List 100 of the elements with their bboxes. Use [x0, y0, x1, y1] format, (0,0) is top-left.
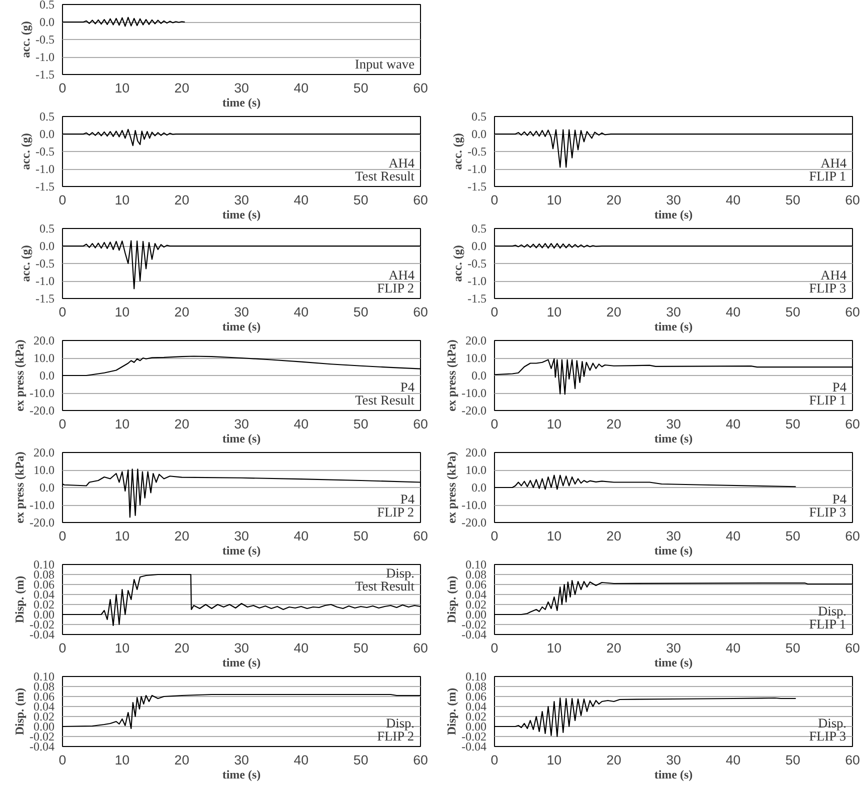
x-tick-label: 50	[785, 192, 800, 208]
x-tick-label: 10	[546, 752, 562, 768]
x-tick-label: 40	[726, 752, 741, 768]
x-tick-label: 30	[666, 304, 681, 320]
y-tick-label: 0.0	[40, 368, 54, 382]
x-tick-label: 10	[546, 416, 562, 432]
x-tick-label: 10	[114, 640, 130, 656]
annotation: FLIP 3	[809, 280, 846, 296]
x-tick-label: 10	[114, 80, 130, 96]
y-tick-label: -10.0	[30, 386, 55, 400]
y-tick-label: -20.0	[462, 404, 487, 418]
x-tick-label: 50	[353, 416, 368, 432]
x-axis-title: time (s)	[222, 208, 261, 222]
annotation: Disp.	[818, 604, 847, 618]
x-tick-label: 0	[490, 752, 498, 768]
y-tick-label: 0.5	[40, 0, 54, 12]
y-tick-label: -1.0	[468, 162, 487, 176]
x-tick-label: 0	[58, 752, 66, 768]
y-tick-label: -20.0	[30, 516, 55, 530]
x-tick-label: 0	[58, 416, 66, 432]
y-tick-label: -20.0	[30, 404, 55, 418]
y-tick-label: 0.0	[472, 239, 486, 253]
y-tick-label: -0.5	[36, 256, 55, 270]
y-tick-label: -10.0	[30, 498, 55, 512]
annotation: FLIP 2	[377, 504, 414, 520]
x-tick-label: 20	[174, 192, 190, 208]
x-tick-label: 30	[666, 192, 681, 208]
x-tick-label: 30	[234, 752, 249, 768]
x-tick-label: 40	[294, 192, 309, 208]
annotation: Input wave	[354, 56, 415, 72]
x-tick-label: 30	[234, 80, 249, 96]
x-tick-label: 60	[413, 640, 428, 656]
y-tick-label: 20.0	[34, 334, 54, 348]
y-axis-title: acc. (g)	[18, 21, 33, 58]
x-tick-label: 10	[546, 192, 562, 208]
y-axis-title: ex press (kPa)	[444, 340, 459, 412]
y-tick-label: 0.0	[472, 127, 486, 141]
x-tick-label: 40	[726, 192, 741, 208]
y-axis-title: Disp. (m)	[12, 688, 27, 736]
x-axis-title: time (s)	[222, 96, 261, 110]
x-tick-label: 0	[490, 192, 498, 208]
annotation: AH4	[820, 268, 847, 282]
x-tick-label: 40	[294, 640, 309, 656]
y-axis-title: ex press (kPa)	[444, 452, 459, 524]
x-axis-title: time (s)	[222, 768, 261, 782]
x-axis-title: time (s)	[654, 544, 693, 558]
x-axis-title: time (s)	[654, 768, 693, 782]
annotation: AH4	[388, 268, 415, 282]
x-tick-label: 20	[174, 416, 190, 432]
x-tick-label: 40	[726, 416, 741, 432]
x-tick-label: 60	[845, 416, 860, 432]
y-axis-title: Disp. (m)	[444, 576, 459, 624]
y-tick-label: 20.0	[466, 334, 486, 348]
x-tick-label: 50	[353, 640, 368, 656]
x-tick-label: 0	[58, 304, 66, 320]
y-tick-label: -10.0	[462, 386, 487, 400]
y-tick-label: -1.5	[468, 180, 487, 194]
y-tick-label: -1.5	[36, 180, 55, 194]
x-tick-label: 60	[845, 752, 860, 768]
y-tick-label: -1.5	[468, 292, 487, 306]
y-tick-label: 0.0	[40, 15, 54, 29]
y-tick-label: -1.0	[36, 274, 55, 288]
x-axis-title: time (s)	[222, 544, 261, 558]
y-tick-label: 0.5	[40, 110, 54, 124]
y-tick-label: 0.0	[472, 368, 486, 382]
x-tick-label: 60	[845, 304, 860, 320]
y-tick-label: 10.0	[466, 351, 486, 365]
y-tick-label: 10.0	[34, 463, 54, 477]
y-tick-label: -0.5	[468, 144, 487, 158]
x-tick-label: 30	[234, 304, 249, 320]
annotation: P4	[832, 492, 847, 506]
annotation: Disp.	[818, 716, 847, 730]
x-tick-label: 60	[413, 528, 428, 544]
y-axis-title: Disp. (m)	[12, 576, 27, 624]
x-tick-label: 60	[413, 752, 428, 768]
x-tick-label: 10	[546, 640, 562, 656]
y-tick-label: -0.5	[36, 144, 55, 158]
y-tick-label: 0.0	[40, 480, 54, 494]
x-tick-label: 20	[606, 528, 622, 544]
x-tick-label: 40	[294, 752, 309, 768]
y-tick-label: 20.0	[466, 446, 486, 460]
x-tick-label: 20	[606, 640, 622, 656]
x-tick-label: 0	[490, 416, 498, 432]
x-tick-label: 60	[845, 528, 860, 544]
x-tick-label: 50	[353, 752, 368, 768]
y-axis-title: ex press (kPa)	[12, 340, 27, 412]
y-tick-label: -1.0	[36, 50, 55, 64]
x-tick-label: 50	[353, 192, 368, 208]
x-tick-label: 0	[58, 192, 66, 208]
x-tick-label: 40	[726, 640, 741, 656]
y-axis-title: acc. (g)	[18, 133, 33, 170]
x-tick-label: 10	[114, 192, 130, 208]
y-tick-label: -0.5	[36, 32, 55, 46]
x-tick-label: 20	[174, 80, 190, 96]
x-tick-label: 60	[413, 192, 428, 208]
x-tick-label: 10	[114, 304, 130, 320]
y-tick-label: 0.5	[40, 222, 54, 236]
x-tick-label: 60	[413, 416, 428, 432]
x-tick-label: 30	[234, 640, 249, 656]
x-tick-label: 10	[114, 416, 130, 432]
